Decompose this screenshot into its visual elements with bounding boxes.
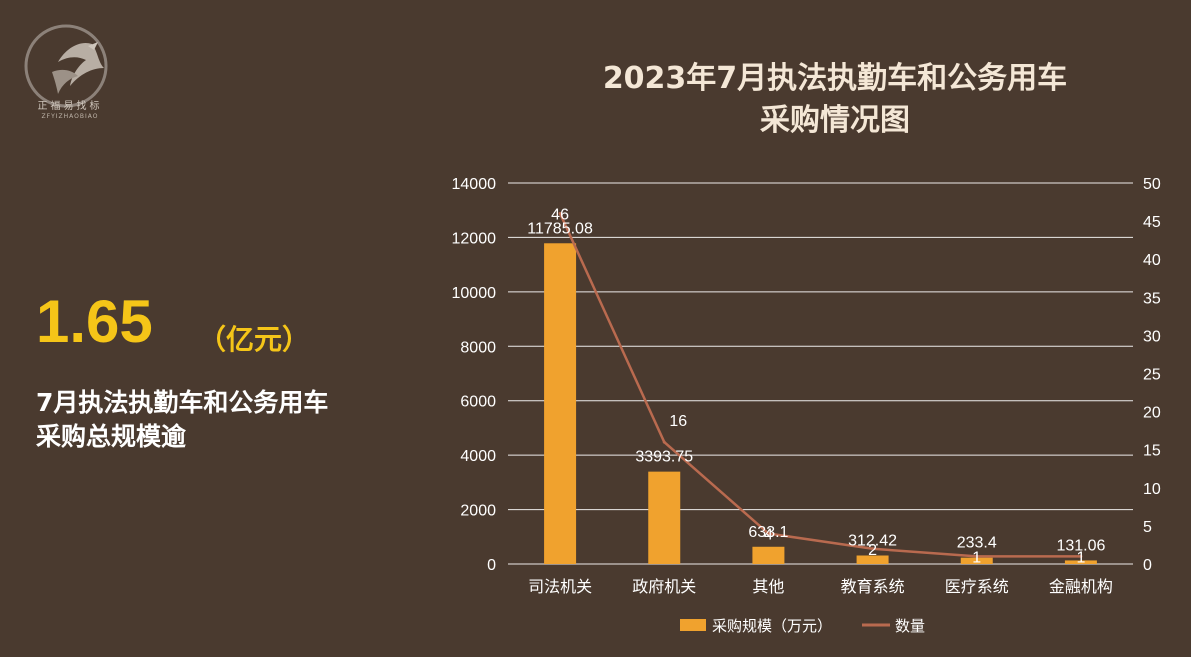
y-right-tick-label: 15 bbox=[1143, 443, 1161, 460]
bar bbox=[856, 555, 889, 564]
y-right-tick-label: 20 bbox=[1143, 405, 1161, 422]
line-data-label: 1 bbox=[972, 549, 981, 566]
y-left-tick-label: 14000 bbox=[452, 176, 497, 193]
bar-data-label: 312.42 bbox=[848, 532, 897, 549]
bar bbox=[648, 471, 681, 564]
y-right-tick-label: 0 bbox=[1143, 557, 1152, 574]
line-point bbox=[558, 211, 562, 215]
y-left-tick-label: 10000 bbox=[452, 285, 497, 302]
y-right-tick-label: 10 bbox=[1143, 481, 1161, 498]
line-data-label: 2 bbox=[868, 542, 877, 559]
chart-title-line-2: 采购情况图 bbox=[760, 103, 910, 138]
y-right-tick-label: 50 bbox=[1143, 176, 1161, 193]
summary-description: 7月执法执勤车和公务用车 采购总规模逾 bbox=[36, 386, 416, 454]
y-right-tick-label: 5 bbox=[1143, 519, 1152, 536]
total-unit: （亿元） bbox=[198, 323, 311, 356]
logo-name: 正福易找标 bbox=[37, 101, 103, 112]
bar bbox=[544, 243, 577, 564]
bar bbox=[1064, 560, 1097, 564]
bar-data-label: 633.1 bbox=[748, 524, 788, 541]
summary-line-1: 7月执法执勤车和公务用车 bbox=[36, 388, 329, 417]
line-point bbox=[766, 532, 770, 536]
series-line-quantity bbox=[558, 212, 1081, 558]
legend-label-line: 数量 bbox=[895, 617, 925, 635]
y-left-tick-label: 2000 bbox=[460, 503, 496, 520]
y-right-tick-label: 25 bbox=[1143, 367, 1161, 384]
chart-title: 2023年7月执法执勤车和公务用车 采购情况图 bbox=[520, 58, 1150, 142]
total-value: 1.65 bbox=[36, 288, 153, 355]
x-tick-label: 教育系统 bbox=[841, 577, 905, 596]
line-data-label: 46 bbox=[551, 206, 569, 223]
y-right-tick-label: 45 bbox=[1143, 214, 1161, 231]
line-point bbox=[662, 440, 666, 444]
line-data-label: 1 bbox=[1076, 549, 1085, 566]
bar-data-label: 131.06 bbox=[1056, 537, 1105, 554]
x-tick-label: 金融机构 bbox=[1049, 577, 1113, 596]
y-left-tick-label: 8000 bbox=[460, 339, 496, 356]
legend-label-bar: 采购规模（万元） bbox=[712, 617, 832, 635]
bar bbox=[960, 557, 993, 564]
legend-swatch-bar bbox=[680, 619, 706, 631]
summary-line-2: 采购总规模逾 bbox=[36, 422, 187, 451]
y-left-tick-label: 6000 bbox=[460, 394, 496, 411]
line-point bbox=[871, 547, 875, 551]
y-right-tick-label: 35 bbox=[1143, 290, 1161, 307]
y-left-tick-label: 12000 bbox=[452, 230, 497, 247]
eagle-logo-icon bbox=[24, 24, 108, 108]
y-right-tick-label: 30 bbox=[1143, 328, 1161, 345]
x-tick-label: 司法机关 bbox=[528, 577, 592, 596]
x-tick-label: 其他 bbox=[752, 577, 784, 596]
x-tick-label: 医疗系统 bbox=[945, 577, 1009, 596]
y-left-tick-label: 0 bbox=[487, 557, 496, 574]
chart-title-line-1: 2023年7月执法执勤车和公务用车 bbox=[602, 61, 1068, 96]
logo-subtitle: ZFYIZHAOBIAO bbox=[41, 113, 99, 120]
line-point bbox=[975, 554, 979, 558]
x-tick-label: 政府机关 bbox=[632, 577, 696, 596]
bar-data-label: 233.4 bbox=[957, 535, 997, 552]
bar-data-label: 3393.75 bbox=[635, 449, 693, 466]
line-point bbox=[1079, 554, 1083, 558]
line-data-label: 4 bbox=[764, 527, 773, 544]
line-data-label: 16 bbox=[669, 413, 687, 430]
y-left-tick-label: 4000 bbox=[460, 448, 496, 465]
bar bbox=[752, 546, 785, 564]
bar-data-label: 11785.08 bbox=[527, 220, 593, 237]
y-right-tick-label: 40 bbox=[1143, 252, 1161, 269]
